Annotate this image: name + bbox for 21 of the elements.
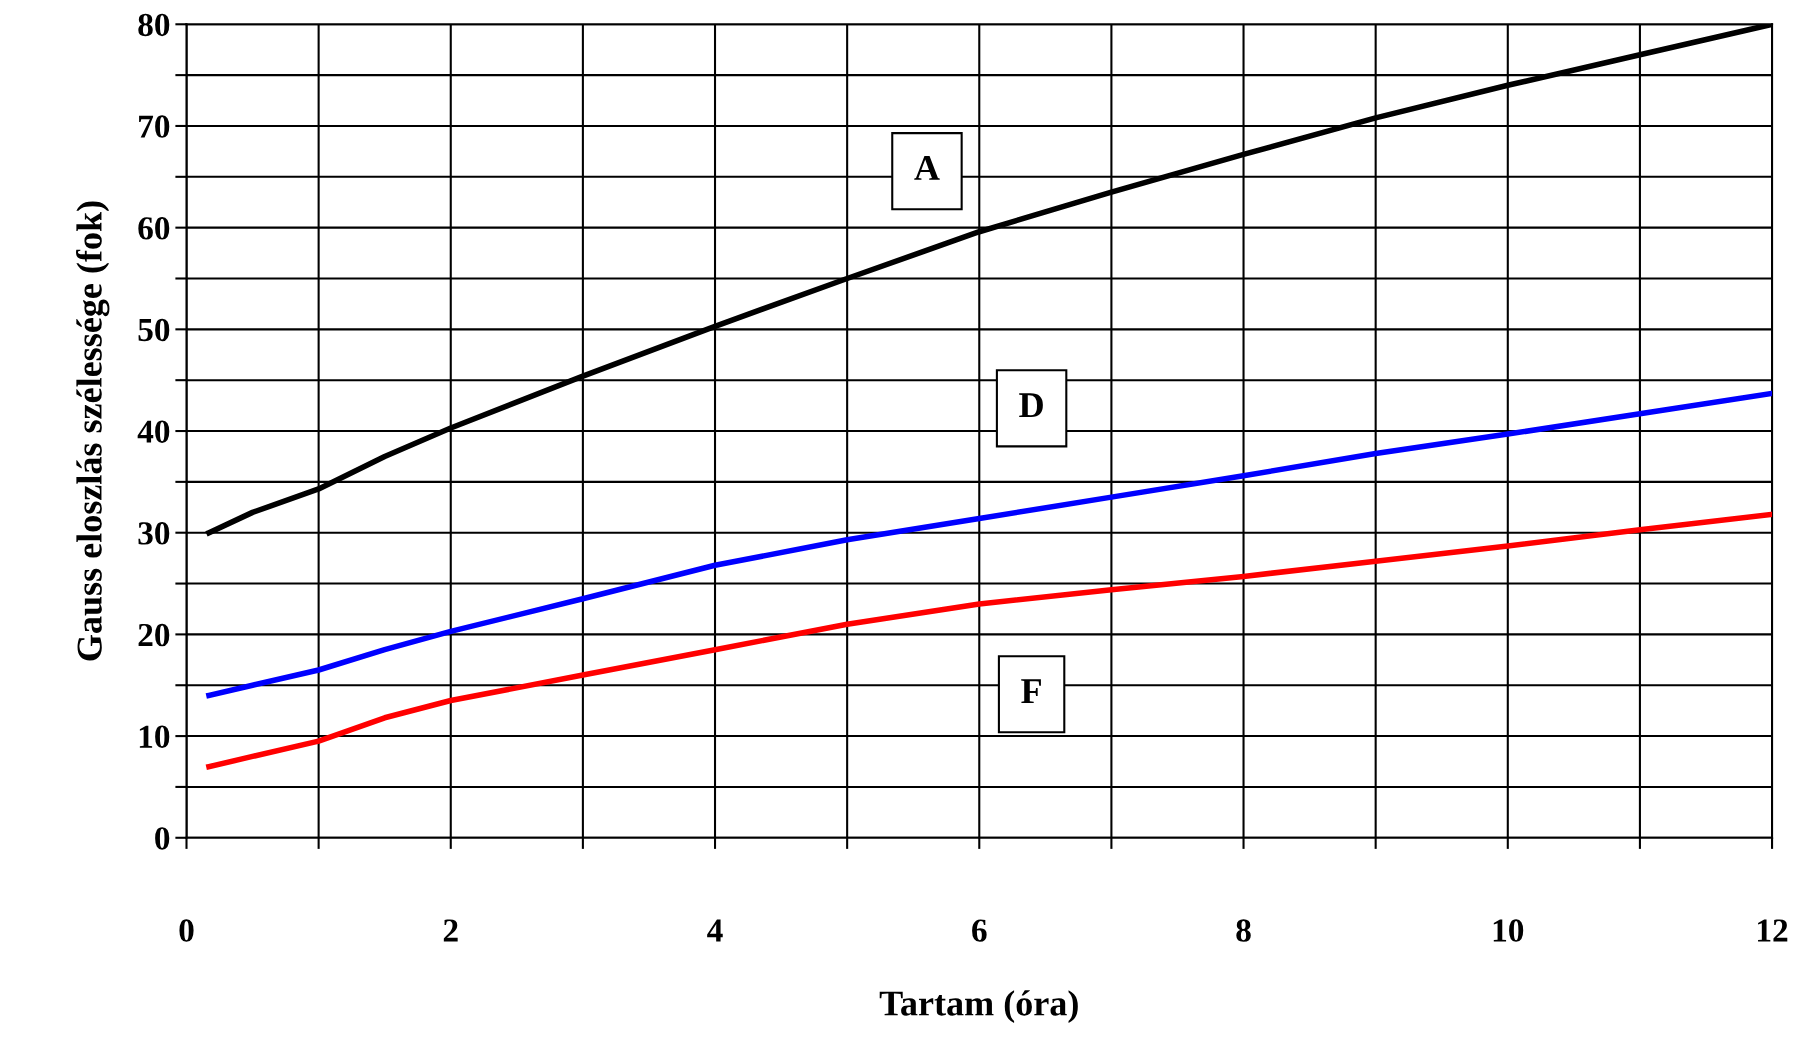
text: F [1021,679,1041,703]
y-tick-label: 40 [137,420,170,443]
y-tick-label: 20 [138,623,170,647]
y-tick-label: 80 [138,13,170,37]
y-tick-label: 50 [138,318,170,342]
x-tick-label: 4 [707,919,723,942]
x-tick-label: 2 [443,919,458,942]
x-tick-label: 8 [1236,919,1251,942]
y-tick-label: 0 [155,827,170,850]
y-tick-label: 60 [138,217,170,240]
x-tick-label: 6 [972,919,987,942]
y-tick-label: 30 [138,522,170,545]
y-axis-title: Gauss eloszlás szélessége (fok) [76,201,110,661]
y-tick-label: 10 [139,725,170,748]
x-tick-label: 0 [179,919,194,942]
text: D [1019,393,1043,418]
x-tick-label: 12 [1758,919,1788,942]
y-tick-label: 70 [139,115,170,138]
series-label: A [914,156,940,180]
x-tick-label: 10 [1493,919,1524,942]
x-axis-title: Tartam (óra) [879,990,1078,1023]
